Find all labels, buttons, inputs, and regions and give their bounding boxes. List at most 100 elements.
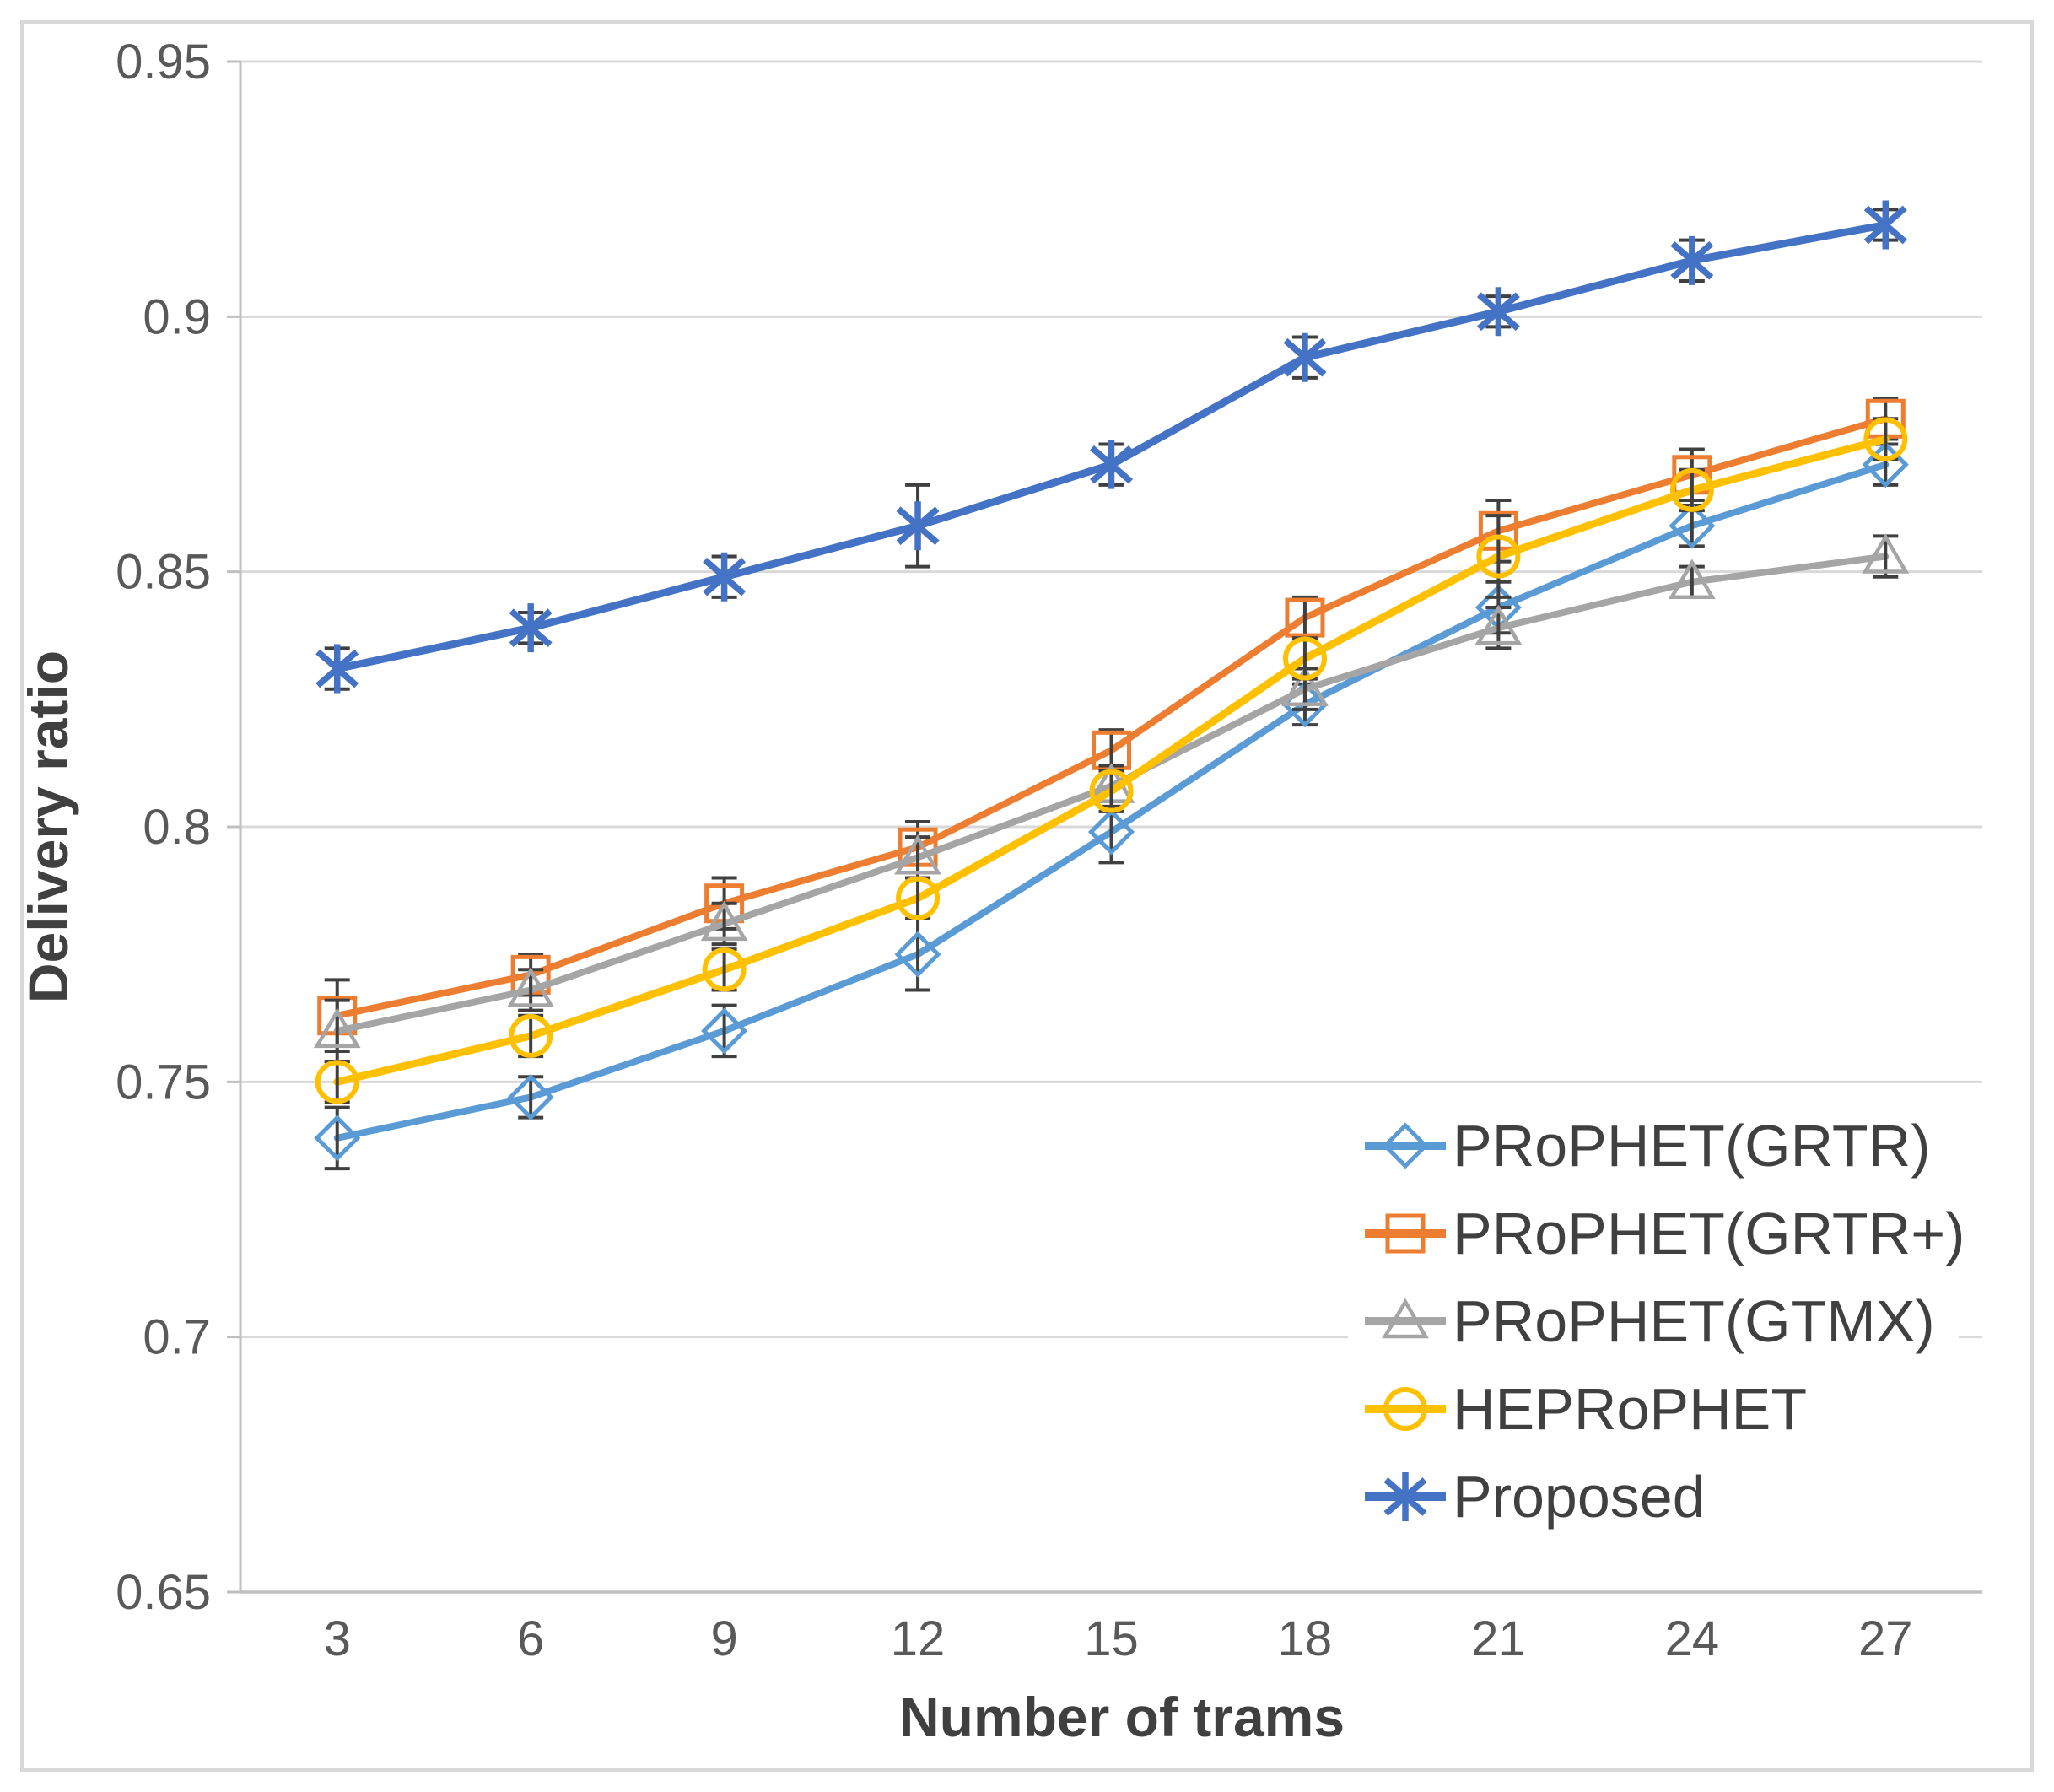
diamond-icon xyxy=(701,1007,748,1055)
y-tick-label: 0.7 xyxy=(143,1310,211,1365)
x-tick-label: 9 xyxy=(710,1611,737,1666)
circle-icon xyxy=(1669,467,1714,512)
x-tick-label: 24 xyxy=(1665,1611,1720,1666)
marker-HEPRoPHET-x21 xyxy=(1476,534,1521,579)
x-tick-label: 12 xyxy=(891,1611,946,1666)
series-line-PRoPHET(GRTR+) xyxy=(333,415,1890,1019)
marker-PRoPHET(GTMX)-x21 xyxy=(1474,604,1523,645)
x-axis-title: Number of trams xyxy=(899,1686,1345,1748)
diamond-icon xyxy=(894,931,941,978)
marker-PRoPHET(GRTR)-x9 xyxy=(701,1007,748,1055)
legend-item-HEPRoPHET: HEPRoPHET xyxy=(1365,1376,1807,1442)
marker-Proposed-x18 xyxy=(1283,332,1327,382)
marker-Proposed-x27 xyxy=(1863,200,1907,250)
marker-PRoPHET(GRTR+)-x18 xyxy=(1285,597,1325,638)
asterisk-icon xyxy=(1476,292,1520,332)
asterisk-icon xyxy=(1283,337,1327,377)
y-tick-label: 0.8 xyxy=(143,800,211,855)
marker-Proposed-x9 xyxy=(703,552,747,602)
x-tick-label: 18 xyxy=(1278,1611,1333,1666)
legend-marker-PRoPHET(GTMX) xyxy=(1382,1298,1429,1339)
y-tick-label: 0.65 xyxy=(116,1565,211,1620)
legend-marker-HEPRoPHET xyxy=(1383,1387,1427,1431)
diamond-icon xyxy=(507,1073,554,1121)
triangle-icon xyxy=(700,900,748,942)
legend-label-PRoPHET(GTMX): PRoPHET(GTMX) xyxy=(1453,1288,1935,1354)
x-tick-label: 3 xyxy=(324,1611,351,1666)
y-tick-label: 0.75 xyxy=(116,1055,211,1109)
x-tick-label: 6 xyxy=(517,1611,544,1666)
circle-icon xyxy=(896,876,941,920)
asterisk-icon xyxy=(509,608,553,648)
series-HEPRoPHET xyxy=(315,417,1908,1104)
legend-item-Proposed: Proposed xyxy=(1365,1464,1706,1530)
asterisk-icon xyxy=(1670,240,1714,280)
diamond-icon xyxy=(1382,1122,1429,1169)
x-tick-label: 15 xyxy=(1084,1611,1139,1666)
legend-label-HEPRoPHET: HEPRoPHET xyxy=(1453,1376,1807,1442)
triangle-icon xyxy=(1862,533,1910,574)
legend-background xyxy=(1348,1095,1959,1552)
circle-icon xyxy=(1282,636,1327,681)
diamond-icon xyxy=(1862,441,1909,488)
marker-PRoPHET(GTMX)-x18 xyxy=(1281,666,1329,706)
marker-PRoPHET(GTMX)-x6 xyxy=(507,967,555,1007)
legend: PRoPHET(GRTR) PRoPHET(GRTR+) PRoPHET(GTMX)… xyxy=(1348,1095,1965,1552)
triangle-icon xyxy=(507,967,555,1007)
chart-render-root: 0.95 0.9 0.85 0.8 0.75 0.7 0.65 3 6 9 12 15 18 21 24 27… xyxy=(20,20,2034,1772)
diamond-icon xyxy=(1669,502,1716,549)
triangle-icon xyxy=(1382,1298,1429,1339)
diamond-icon xyxy=(1087,808,1135,856)
marker-PRoPHET(GRTR)-x15 xyxy=(1087,808,1135,856)
circle-icon xyxy=(1089,769,1134,813)
marker-HEPRoPHET-x27 xyxy=(1863,417,1908,461)
marker-Proposed-x21 xyxy=(1476,287,1520,337)
marker-HEPRoPHET-x24 xyxy=(1669,467,1714,512)
error-bar-PRoPHET(GRTR)-x9 xyxy=(711,1003,737,1059)
marker-Proposed-x3 xyxy=(315,644,359,694)
marker-PRoPHET(GRTR)-x3 xyxy=(314,1115,361,1162)
triangle-icon xyxy=(1281,666,1329,706)
error-bar-HEPRoPHET-x21 xyxy=(1485,514,1512,599)
marker-Proposed-x12 xyxy=(896,501,940,551)
square-icon xyxy=(1285,597,1325,638)
marker-PRoPHET(GTMX)-x12 xyxy=(894,834,941,875)
legend-label-PRoPHET(GRTR+): PRoPHET(GRTR+) xyxy=(1453,1201,1965,1266)
marker-PRoPHET(GRTR)-x12 xyxy=(894,931,941,978)
circle-icon xyxy=(509,1013,553,1058)
asterisk-icon xyxy=(703,557,747,596)
y-axis-title: Delivery ratio xyxy=(17,650,79,1003)
y-tick-label: 0.85 xyxy=(116,545,211,600)
marker-HEPRoPHET-x15 xyxy=(1089,769,1134,813)
circle-icon xyxy=(1383,1387,1427,1431)
marker-HEPRoPHET-x12 xyxy=(896,876,941,920)
legend-marker-PRoPHET(GRTR) xyxy=(1382,1122,1429,1169)
marker-PRoPHET(GTMX)-x9 xyxy=(700,900,748,942)
circle-icon xyxy=(1476,534,1521,579)
triangle-icon xyxy=(1474,604,1523,645)
marker-Proposed-x24 xyxy=(1670,235,1714,285)
marker-PRoPHET(GRTR)-x27 xyxy=(1862,441,1909,488)
diamond-icon xyxy=(314,1115,361,1162)
marker-HEPRoPHET-x9 xyxy=(702,947,747,992)
triangle-icon xyxy=(313,1007,361,1049)
circle-icon xyxy=(1863,417,1908,461)
x-tick-label: 21 xyxy=(1471,1611,1526,1666)
circle-icon xyxy=(702,947,747,992)
legend-item-PRoPHET(GRTR+): PRoPHET(GRTR+) xyxy=(1365,1201,1965,1266)
marker-PRoPHET(GTMX)-x3 xyxy=(313,1007,361,1049)
square-icon xyxy=(1385,1213,1426,1254)
error-bar-HEPRoPHET-x18 xyxy=(1291,636,1318,681)
figure-border xyxy=(20,20,2034,1772)
legend-label-PRoPHET(GRTR): PRoPHET(GRTR) xyxy=(1453,1113,1931,1179)
x-tick-label: 27 xyxy=(1858,1611,1913,1666)
circle-icon xyxy=(315,1060,359,1104)
marker-HEPRoPHET-x6 xyxy=(509,1013,553,1058)
asterisk-icon xyxy=(315,649,359,688)
legend-marker-Proposed xyxy=(1383,1472,1427,1521)
legend-marker-PRoPHET(GRTR+) xyxy=(1385,1213,1426,1254)
marker-PRoPHET(GTMX)-x27 xyxy=(1862,533,1910,574)
legend-item-PRoPHET(GTMX): PRoPHET(GTMX) xyxy=(1365,1288,1935,1354)
